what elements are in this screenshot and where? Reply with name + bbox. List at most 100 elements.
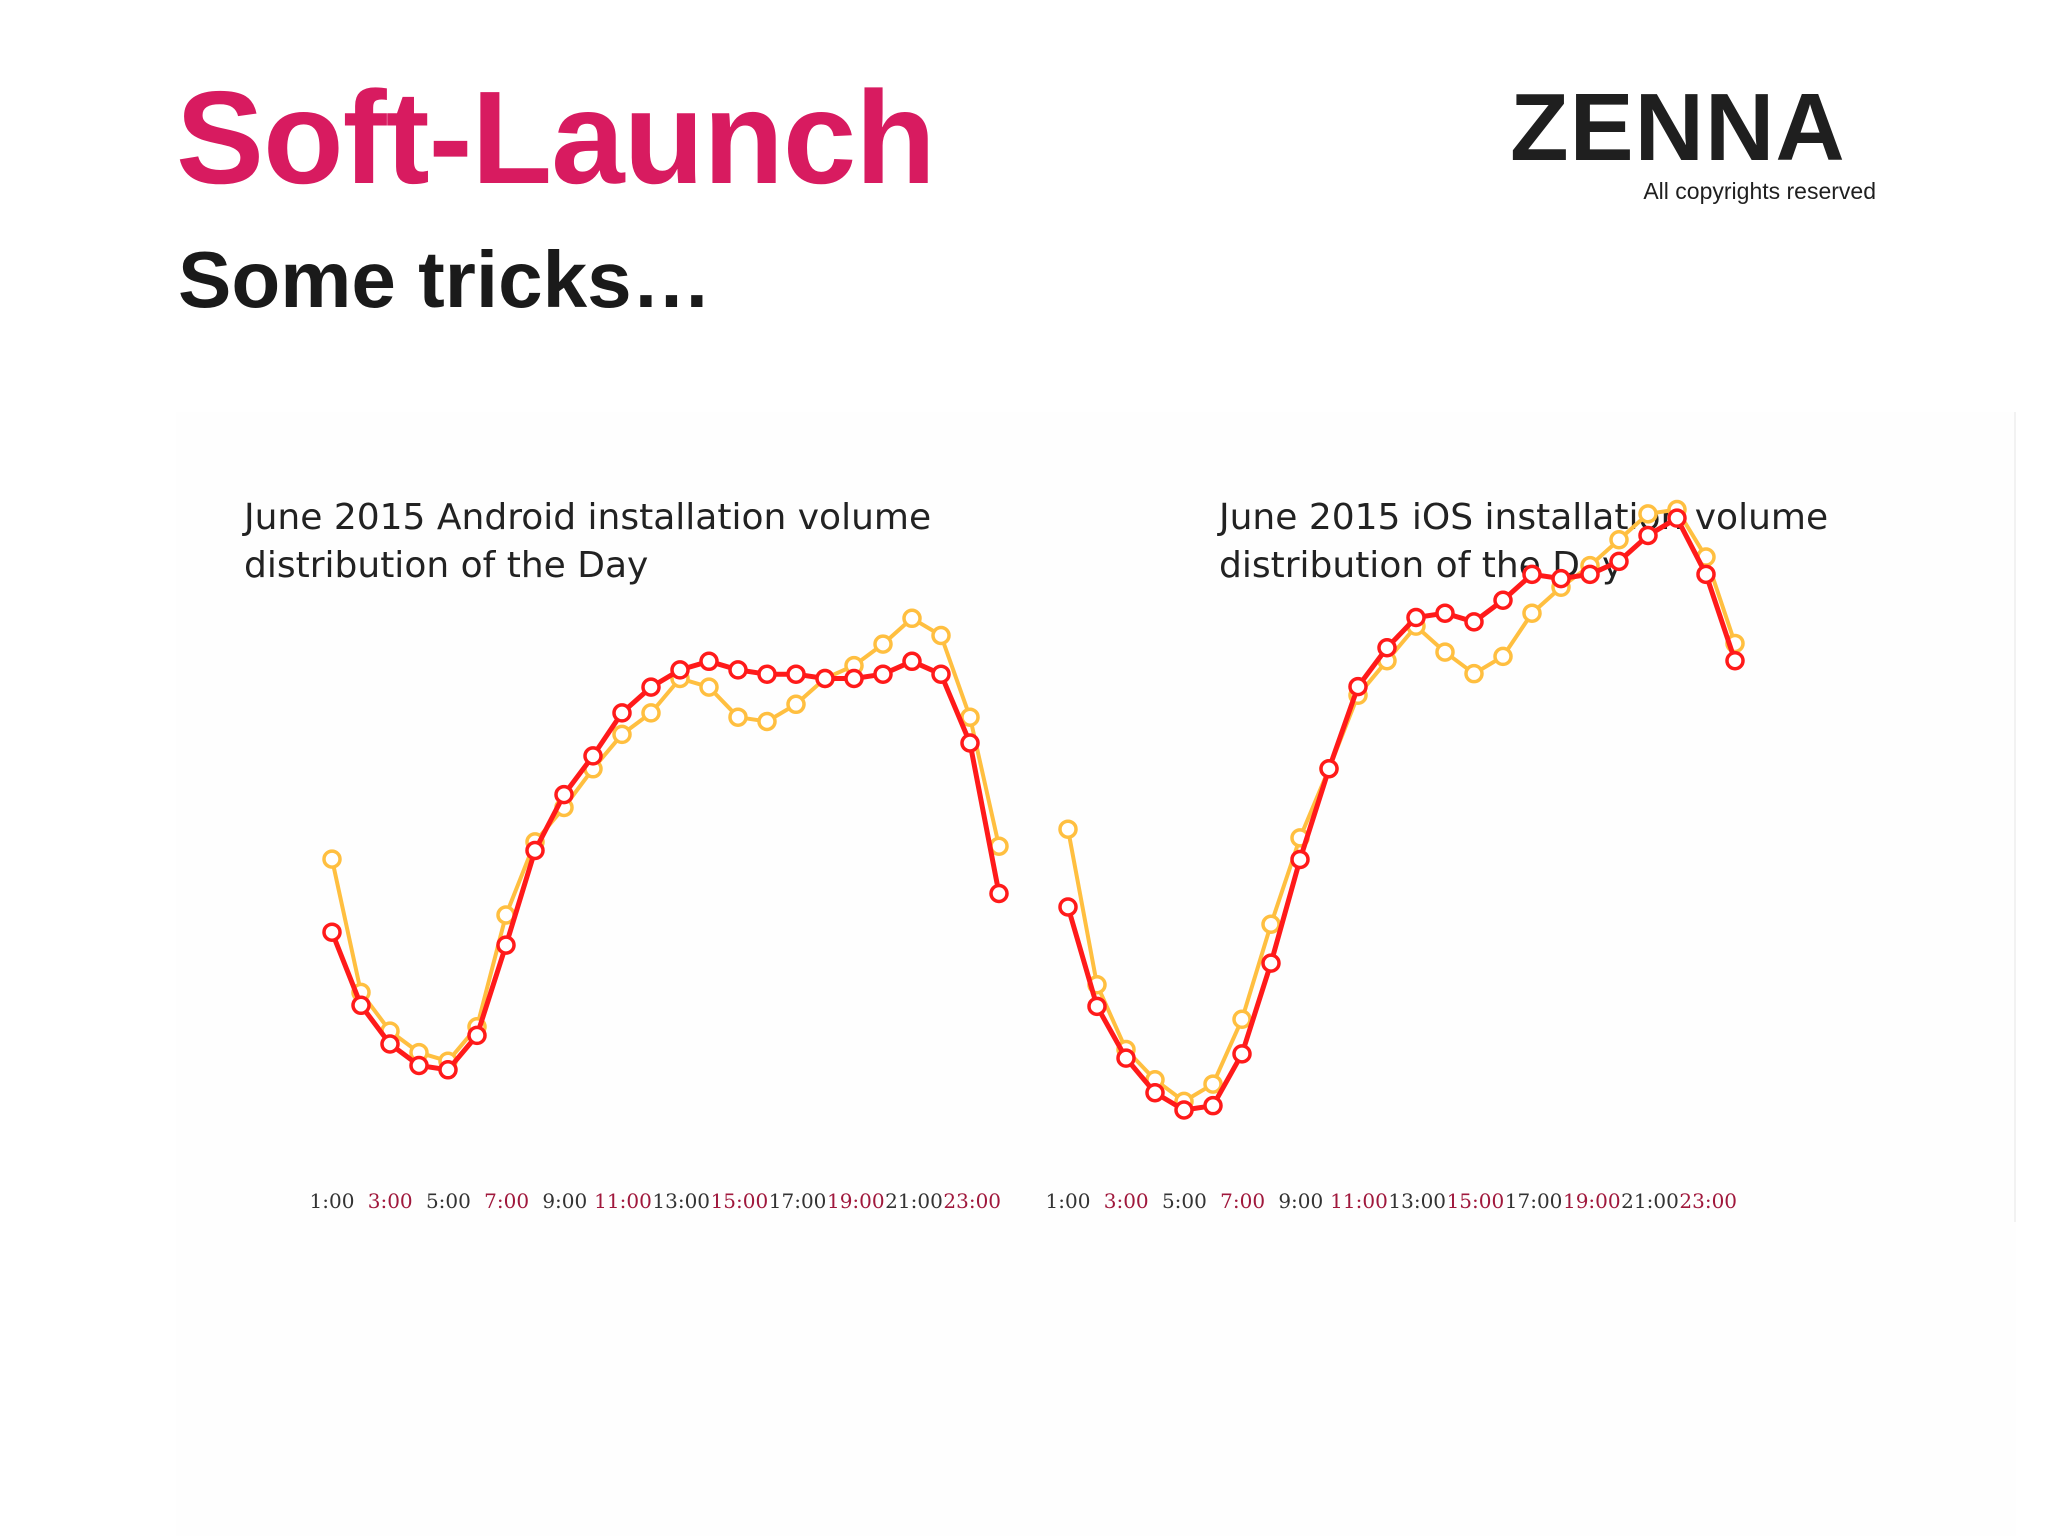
android-series-red-point (467, 1025, 487, 1046)
ios-x-tick-label: 15:00 (1447, 1189, 1505, 1213)
android-series-red-point (844, 668, 864, 689)
android-series-red-point (525, 840, 545, 861)
ios-series-orange-point (1464, 663, 1484, 684)
ios-series-red-point (1551, 568, 1571, 589)
charts-panel-edge (2014, 412, 2016, 1222)
android-x-tick-label: 19:00 (827, 1189, 885, 1213)
ios-series-red-point (1580, 564, 1600, 585)
android-series-red-point (351, 995, 371, 1016)
ios-series-red-point (1087, 996, 1107, 1017)
ios-x-tick-label: 1:00 (1046, 1189, 1091, 1213)
android-series-red-point (989, 883, 1009, 904)
ios-series-red-point (1203, 1095, 1223, 1116)
ios-x-tick-label: 13:00 (1388, 1189, 1446, 1213)
android-series-orange-point (699, 677, 719, 697)
ios-series-red-point (1667, 508, 1687, 528)
ios-series-red-point (1290, 849, 1310, 870)
ios-x-tick-label: 9:00 (1278, 1189, 1323, 1213)
ios-series-red-point (1406, 607, 1426, 628)
ios-series-red-point (1319, 758, 1339, 779)
android-x-tick-label: 9:00 (542, 1189, 587, 1213)
ios-series-red-point (1522, 564, 1542, 585)
android-series-orange-point (902, 608, 922, 629)
ios-series-red-point (1609, 551, 1629, 572)
ios-series-red-point (1145, 1082, 1165, 1103)
android-x-tick-label: 23:00 (943, 1189, 1001, 1213)
android-series-red-point (641, 677, 661, 697)
android-x-tick-label: 15:00 (711, 1189, 769, 1213)
android-series-red-point (960, 733, 980, 753)
android-series-orange-point (612, 724, 632, 745)
ios-series-red-point (1377, 638, 1397, 658)
ios-series-red-point (1435, 603, 1455, 623)
logo-tagline: All copyrights reserved (1643, 178, 1876, 204)
android-series-red-point (699, 651, 719, 672)
android-series-orange-line (330, 616, 1001, 1064)
android-series-red-point (815, 668, 835, 689)
android-series-red-point (554, 784, 574, 805)
android-series-red-point (786, 664, 806, 684)
ios-series-red-point (1116, 1048, 1136, 1068)
ios-x-tick-label: 3:00 (1104, 1189, 1149, 1213)
ios-x-tick-label: 23:00 (1679, 1189, 1737, 1213)
ios-x-tick-label: 21:00 (1621, 1189, 1679, 1213)
ios-series-red-point (1174, 1100, 1194, 1120)
android-x-tick-label: 13:00 (652, 1189, 710, 1213)
slide-subtitle: Some tricks… (178, 235, 712, 324)
android-series-orange-point (960, 707, 980, 727)
android-series-red-point (728, 660, 748, 680)
ios-series-red-line (1065, 515, 1738, 1113)
ios-series-orange-point (1261, 914, 1281, 934)
zenna-logo: ZENNA All copyrights reserved (1510, 80, 1876, 205)
ios-series-orange-point (1232, 1009, 1252, 1030)
android-series-red-point (873, 664, 893, 684)
ios-series-orange-line (1066, 507, 1737, 1104)
android-series-red-point (583, 746, 603, 766)
android-series-red-point (670, 660, 690, 680)
android-series-red-point (612, 703, 632, 723)
ios-series-orange-point (1638, 504, 1658, 524)
android-chart: 1:00 3:00 5:00 7:00 9:00 11:00 13:00 15:00 17:00… (310, 608, 1009, 1213)
android-x-tick-label: 21:00 (885, 1189, 943, 1213)
android-series-orange-point (931, 625, 951, 646)
ios-x-tick-label: 11:00 (1330, 1189, 1388, 1213)
android-series-orange-point (757, 711, 777, 732)
android-chart-title: June 2015 Android installation volume di… (244, 497, 932, 586)
ios-series-red-point (1058, 897, 1078, 917)
android-series-orange-point (786, 694, 806, 715)
ios-series-red-point (1493, 590, 1513, 610)
slide-title: Soft-Launch (176, 64, 936, 211)
android-series-red-point (902, 651, 922, 672)
android-series-red-point (409, 1055, 429, 1076)
ios-series-red-point (1232, 1044, 1252, 1064)
android-series-orange-point (641, 703, 661, 723)
android-x-tick-label: 17:00 (769, 1189, 827, 1213)
ios-series-orange-point (1058, 819, 1078, 839)
android-series-red-point (322, 922, 342, 942)
android-x-tick-label: 7:00 (484, 1189, 529, 1213)
android-x-tick-label: 3:00 (368, 1189, 413, 1213)
ios-series-red-point (1725, 650, 1745, 671)
ios-series-orange-point (1203, 1074, 1223, 1094)
android-series-red-line (329, 658, 1002, 1073)
ios-series-red-point (1348, 676, 1368, 697)
ios-series-red-point (1638, 525, 1658, 546)
ios-series-orange-point (1493, 646, 1513, 667)
android-series-orange-point (322, 849, 342, 869)
ios-series-orange-point (1435, 642, 1455, 662)
ios-series-orange-point (1522, 603, 1542, 623)
android-x-tick-label: 5:00 (426, 1189, 471, 1213)
ios-series-orange-point (1609, 530, 1629, 550)
android-x-tick-label: 1:00 (310, 1189, 355, 1213)
ios-x-tick-label: 19:00 (1563, 1189, 1621, 1213)
android-x-tick-label: 11:00 (594, 1189, 652, 1213)
ios-series-red-point (1696, 564, 1716, 585)
android-series-orange-point (728, 707, 748, 727)
ios-chart: 1:00 3:00 5:00 7:00 9:00 11:00 13:00 15:00 17:00… (1046, 499, 1745, 1213)
android-series-red-point (757, 664, 777, 684)
android-series-orange-point (873, 634, 893, 654)
ios-series-red-point (1464, 612, 1484, 632)
ios-x-tick-label: 17:00 (1505, 1189, 1563, 1213)
android-series-red-point (931, 664, 951, 684)
